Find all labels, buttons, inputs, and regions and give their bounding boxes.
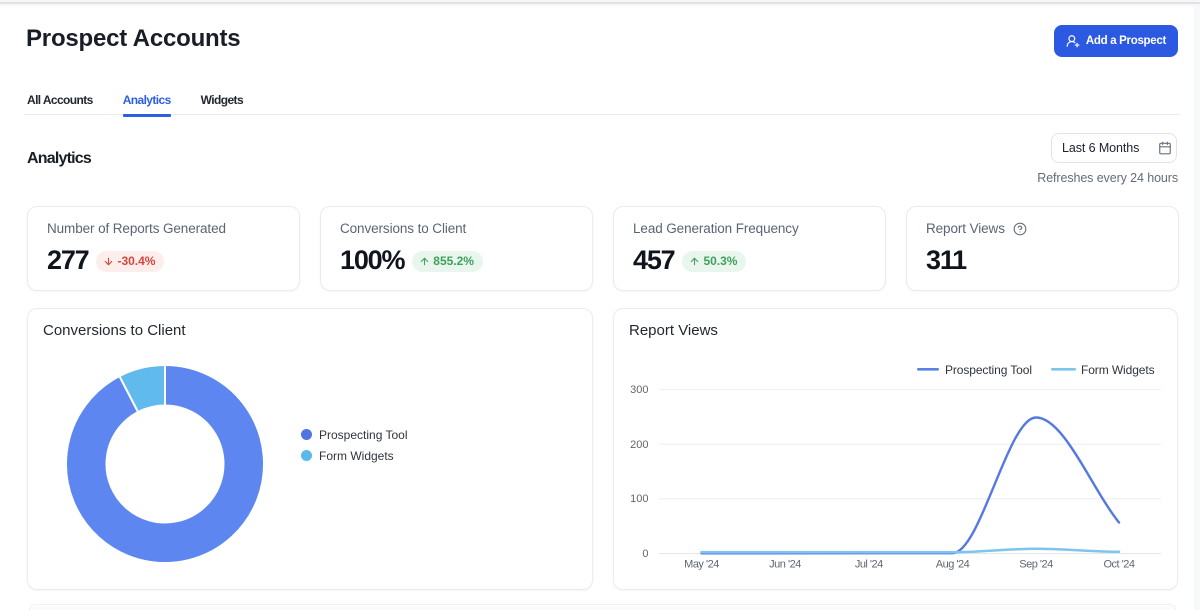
svg-text:Jul '24: Jul '24: [855, 559, 883, 571]
svg-text:Sep '24: Sep '24: [1019, 559, 1053, 571]
svg-text:300: 300: [630, 384, 648, 396]
svg-text:200: 200: [630, 439, 648, 451]
svg-text:Aug '24: Aug '24: [936, 559, 970, 571]
svg-text:May '24: May '24: [684, 559, 719, 571]
svg-text:Prospecting Tool: Prospecting Tool: [945, 363, 1032, 377]
svg-text:Jun '24: Jun '24: [769, 559, 801, 571]
svg-text:Oct '24: Oct '24: [1103, 559, 1134, 571]
svg-text:Form Widgets: Form Widgets: [1081, 363, 1155, 377]
svg-text:100: 100: [630, 493, 648, 505]
svg-text:0: 0: [642, 548, 648, 560]
